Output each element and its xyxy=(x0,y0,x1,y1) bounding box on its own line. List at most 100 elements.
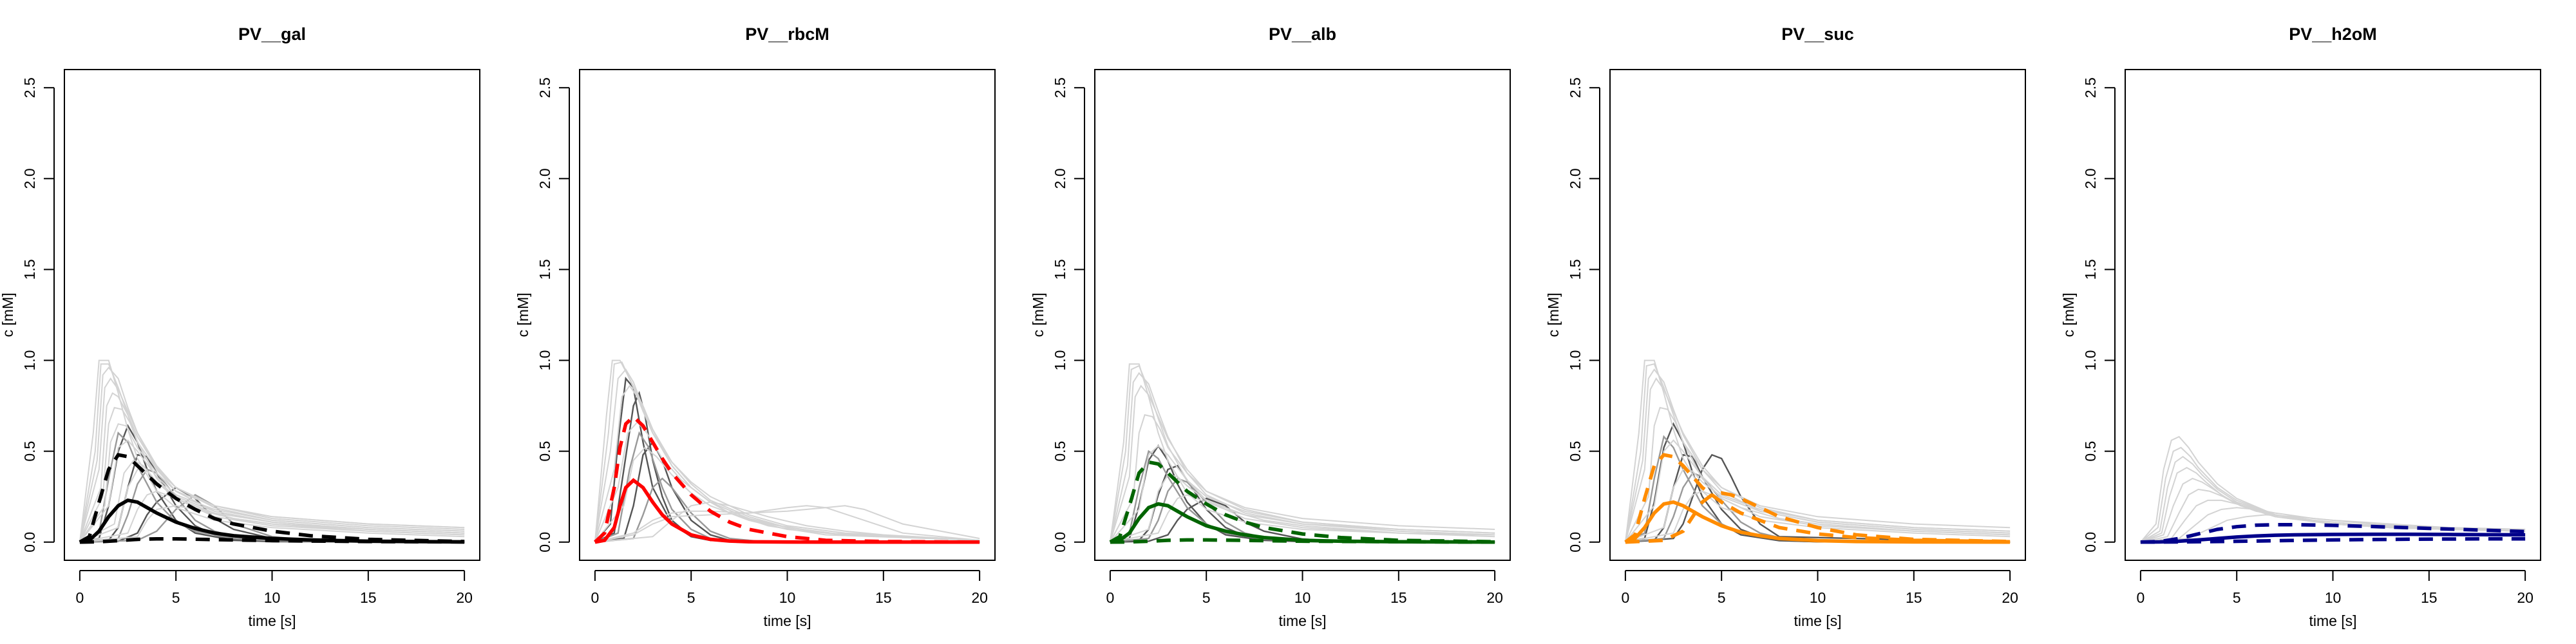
background-curve xyxy=(1110,474,1495,543)
y-tick-label: 2.0 xyxy=(536,168,553,189)
y-axis-label: c [mM] xyxy=(2060,293,2077,337)
background-curve xyxy=(1110,414,1495,543)
y-tick-label: 0.0 xyxy=(21,532,38,553)
x-tick-label: 15 xyxy=(360,589,377,606)
y-tick-label: 1.5 xyxy=(536,259,553,279)
y-tick-label: 1.5 xyxy=(1567,259,1584,279)
y-tick-label: 2.5 xyxy=(1567,77,1584,98)
background-curve xyxy=(1110,444,1495,543)
background-curve xyxy=(1109,363,1495,542)
background-curve xyxy=(1109,365,1495,542)
y-tick-label: 0.5 xyxy=(1052,441,1068,462)
y-axis-label: c [mM] xyxy=(1545,293,1562,337)
y-tick-label: 0.0 xyxy=(1052,532,1068,553)
background-curve xyxy=(79,363,465,542)
dashed-series-line xyxy=(79,536,465,544)
y-tick-label: 0.5 xyxy=(2082,441,2099,462)
plot-frame xyxy=(579,69,996,561)
x-axis-label: time [s] xyxy=(1794,612,1841,629)
background-curve xyxy=(79,439,465,543)
y-tick-label: 2.0 xyxy=(1567,168,1584,189)
y-tick-label: 1.5 xyxy=(2082,259,2099,279)
x-axis-label: time [s] xyxy=(763,612,811,629)
background-curve xyxy=(594,361,980,542)
dashed-series-line xyxy=(594,414,980,544)
background-curve xyxy=(1625,439,2011,543)
background-curve xyxy=(594,359,980,542)
y-tick-label: 2.5 xyxy=(2082,77,2099,98)
y-tick-label: 0.5 xyxy=(21,441,38,462)
background-curve xyxy=(594,501,980,543)
solid-series-line xyxy=(79,498,465,544)
y-tick-label: 1.0 xyxy=(2082,350,2099,371)
y-tick-label: 0.0 xyxy=(2082,532,2099,553)
background-curve xyxy=(1625,468,2011,543)
y-tick-label: 1.5 xyxy=(1052,259,1068,279)
y-tick-label: 2.0 xyxy=(1052,168,1068,189)
x-tick-label: 15 xyxy=(875,589,892,606)
plot-frame xyxy=(1609,69,2026,561)
background-curve xyxy=(1624,363,2011,542)
x-tick-label: 15 xyxy=(1390,589,1407,606)
background-curve xyxy=(1625,490,2011,543)
dashed-series-line xyxy=(1625,491,2011,544)
x-axis-label: time [s] xyxy=(248,612,296,629)
background-curve xyxy=(79,423,465,543)
y-tick-label: 2.5 xyxy=(1052,77,1068,98)
y-tick-label: 2.0 xyxy=(21,168,38,189)
x-tick-label: 10 xyxy=(779,589,796,606)
chart-title: PV__alb xyxy=(1269,24,1336,44)
background-curve xyxy=(1109,372,1495,543)
y-tick-label: 0.0 xyxy=(536,532,553,553)
chart-title: PV__gal xyxy=(238,24,306,44)
x-tick-label: 10 xyxy=(264,589,281,606)
y-axis-label: c [mM] xyxy=(515,293,531,337)
background-curve xyxy=(1625,453,2011,543)
plot-frame xyxy=(1094,69,1511,561)
solid-series-line xyxy=(1110,502,1495,544)
x-tick-label: 20 xyxy=(1486,589,1503,606)
background-curve xyxy=(79,359,465,542)
y-tick-label: 0.5 xyxy=(1567,441,1584,462)
background-curve xyxy=(79,505,465,543)
background-curve xyxy=(79,377,465,543)
y-axis-label: c [mM] xyxy=(0,293,16,337)
dashed-series-line xyxy=(1109,460,1495,544)
background-curve xyxy=(594,421,980,543)
x-axis-label: time [s] xyxy=(1278,612,1326,629)
x-tick-label: 5 xyxy=(172,589,180,606)
x-tick-label: 0 xyxy=(1621,589,1629,606)
dashed-series-line xyxy=(2140,536,2526,544)
plot-frame xyxy=(64,69,480,561)
chart-title: PV__suc xyxy=(1781,24,1854,44)
y-tick-label: 2.5 xyxy=(536,77,553,98)
x-tick-label: 15 xyxy=(1906,589,1922,606)
x-tick-label: 15 xyxy=(2421,589,2438,606)
x-tick-label: 20 xyxy=(456,589,473,606)
solid-series-line xyxy=(1624,500,2011,544)
background-curve xyxy=(1625,406,2011,543)
background-curve xyxy=(594,477,980,543)
dashed-series-line xyxy=(79,453,465,544)
y-tick-label: 2.5 xyxy=(21,77,38,98)
y-tick-label: 1.5 xyxy=(21,259,38,279)
x-tick-label: 5 xyxy=(687,589,696,606)
chart-title: PV__h2oM xyxy=(2289,24,2377,44)
y-tick-label: 0.0 xyxy=(1567,532,1584,553)
background-curve xyxy=(1624,377,2011,543)
x-tick-label: 5 xyxy=(2233,589,2241,606)
x-tick-label: 10 xyxy=(2325,589,2342,606)
dashed-series-line xyxy=(1110,538,1495,544)
x-tick-label: 0 xyxy=(2136,589,2145,606)
background-curve xyxy=(594,384,980,543)
x-tick-label: 20 xyxy=(2002,589,2018,606)
background-curve xyxy=(2140,514,2526,543)
x-tick-label: 5 xyxy=(1718,589,1726,606)
y-tick-label: 2.0 xyxy=(2082,168,2099,189)
x-tick-label: 10 xyxy=(1810,589,1826,606)
